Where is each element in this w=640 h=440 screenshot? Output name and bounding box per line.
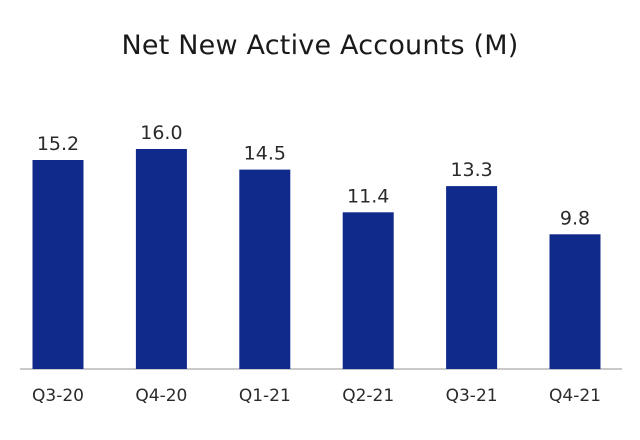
bar-q3-20 [32,160,84,369]
x-tick-label-q2-21: Q2-21 [342,386,394,406]
x-tick-label-q1-21: Q1-21 [239,386,291,406]
bars-layer [32,149,601,370]
tick-labels-layer: Q3-20 Q4-20 Q1-21 Q2-21 Q3-21 Q4-21 [32,386,601,406]
bar-q4-21 [549,234,601,370]
x-tick-label-q3-20: Q3-20 [32,386,84,406]
value-label-q3-20: 15.2 [37,133,79,155]
chart-title: Net New Active Accounts (M) [121,30,519,61]
value-labels-layer: 15.2 16.0 14.5 11.4 13.3 9.8 [37,122,590,229]
x-tick-label-q4-21: Q4-21 [549,386,601,406]
value-label-q2-21: 11.4 [347,185,389,207]
bar-q3-21 [446,186,498,369]
x-tick-label-q3-21: Q3-21 [446,386,498,406]
bar-q2-21 [342,212,394,370]
value-label-q4-21: 9.8 [560,207,590,229]
value-label-q1-21: 14.5 [244,143,286,165]
bar-q1-21 [239,169,291,369]
x-tick-label-q4-20: Q4-20 [135,386,187,406]
bar-q4-20 [135,149,187,369]
value-label-q3-21: 13.3 [450,159,492,181]
value-label-q4-20: 16.0 [140,122,182,144]
